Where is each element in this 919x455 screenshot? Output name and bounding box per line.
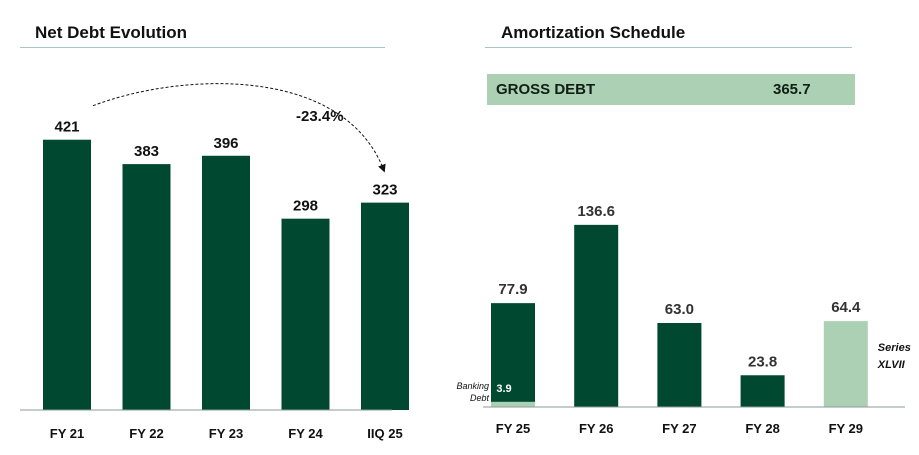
amortization-chart: 77.9 FY 25 3.9 Banking Debt 136.6 FY 26 63.0 FY … — [456, 203, 910, 436]
net-debt-bar-fy-21 — [43, 139, 91, 410]
amortization-bar-fy-26 — [574, 224, 619, 407]
amortization-bar-fy-27 — [657, 323, 702, 407]
amortization-bar-fy-29 — [823, 321, 868, 407]
net-debt-category-fy-23: FY 23 — [209, 426, 243, 441]
amortization-category-fy-29: FY 29 — [829, 421, 863, 436]
net-debt-category-fy-22: FY 22 — [129, 426, 163, 441]
net-debt-title-rule — [20, 47, 385, 48]
net-debt-bar-fy-24 — [281, 218, 330, 410]
net-debt-value-fy-21: 421 — [54, 119, 79, 136]
amortization-category-fy-28: FY 28 — [745, 421, 779, 436]
net-debt-chart: 421 FY 21 383 FY 22 396 FY 23 298 FY 24 323 IIQ 2… — [20, 83, 409, 441]
gross-debt-label: GROSS DEBT — [496, 81, 596, 98]
net-debt-bar-iiq-25 — [361, 202, 409, 410]
net-debt-value-fy-24: 298 — [293, 198, 318, 215]
amortization-bar-fy-25 — [491, 303, 535, 407]
banking-debt-value: 3.9 — [496, 383, 511, 395]
amortization-value-fy-29: 64.4 — [831, 299, 861, 316]
net-debt-value-fy-23: 396 — [213, 135, 238, 152]
banking-debt-label-line1: Banking — [456, 381, 489, 391]
net-debt-bar-fy-23 — [202, 155, 250, 410]
net-debt-category-fy-24: FY 24 — [288, 426, 323, 441]
amortization-value-fy-27: 63.0 — [665, 301, 694, 318]
amortization-category-fy-27: FY 27 — [662, 421, 696, 436]
amortization-title-rule — [485, 47, 852, 48]
net-debt-change-label: -23.4% — [296, 108, 344, 125]
net-debt-value-iiq-25: 323 — [372, 182, 397, 199]
banking-debt-segment — [491, 401, 535, 407]
amortization-value-fy-25: 77.9 — [498, 281, 527, 298]
net-debt-bar-fy-22 — [122, 164, 171, 410]
series-label-line2: XLVII — [877, 359, 906, 371]
gross-debt-box: GROSS DEBT 365.7 — [487, 74, 855, 105]
series-label-line1: Series — [878, 342, 911, 354]
amortization-value-fy-26: 136.6 — [577, 203, 615, 220]
net-debt-change-arrow — [92, 83, 386, 173]
amortization-category-fy-26: FY 26 — [579, 421, 613, 436]
amortization-bar-fy-28 — [740, 375, 785, 407]
amortization-title: Amortization Schedule — [501, 23, 686, 42]
banking-debt-label-line2: Debt — [470, 393, 490, 403]
amortization-value-fy-28: 23.8 — [748, 353, 777, 370]
net-debt-title: Net Debt Evolution — [35, 23, 188, 42]
net-debt-category-fy-21: FY 21 — [50, 426, 84, 441]
gross-debt-value: 365.7 — [773, 81, 811, 98]
amortization-category-fy-25: FY 25 — [496, 421, 530, 436]
net-debt-value-fy-22: 383 — [134, 143, 159, 160]
net-debt-category-iiq-25: IIQ 25 — [367, 426, 402, 441]
